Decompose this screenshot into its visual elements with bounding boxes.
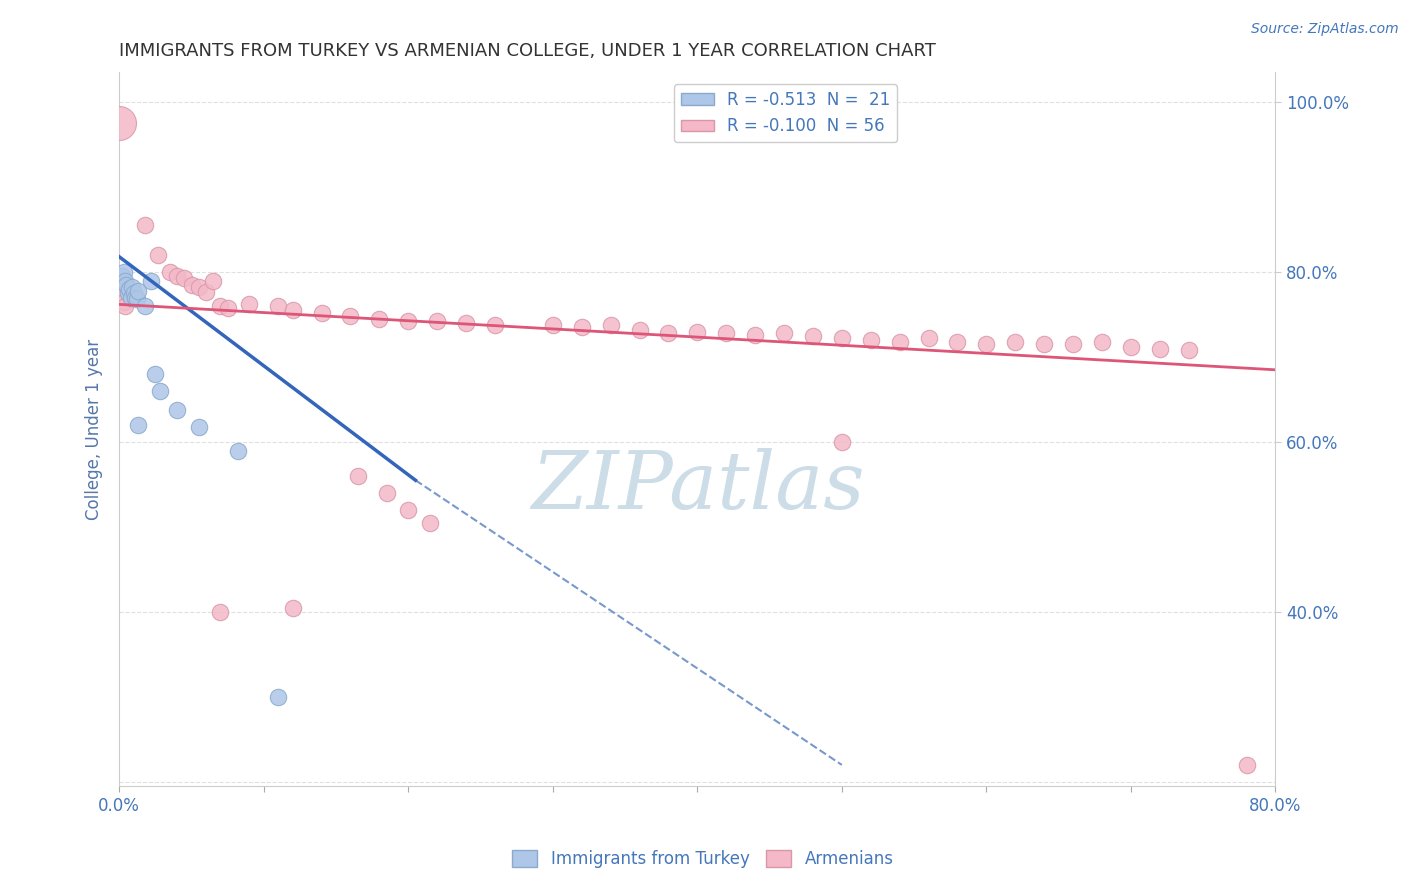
Point <box>117 286 139 301</box>
Point <box>396 503 419 517</box>
Point <box>114 274 136 288</box>
Point <box>217 301 239 315</box>
Point <box>209 605 232 619</box>
Point <box>281 600 304 615</box>
Point <box>180 277 202 292</box>
Point <box>541 318 564 332</box>
Point <box>1091 334 1114 349</box>
Point <box>571 320 593 334</box>
Text: Source: ZipAtlas.com: Source: ZipAtlas.com <box>1251 22 1399 37</box>
Point <box>456 316 478 330</box>
Point <box>599 318 621 332</box>
Point <box>744 328 766 343</box>
Point <box>917 331 939 345</box>
Point <box>281 303 304 318</box>
Point <box>368 311 391 326</box>
Point <box>139 274 162 288</box>
Point <box>267 299 290 313</box>
Point <box>134 219 156 233</box>
Point <box>159 265 181 279</box>
Point <box>134 299 156 313</box>
Point <box>831 435 853 450</box>
Point <box>946 334 969 349</box>
Point <box>976 337 998 351</box>
Point <box>311 306 333 320</box>
Point <box>149 384 172 398</box>
Point <box>1033 337 1056 351</box>
Point <box>657 326 679 341</box>
Point <box>111 269 134 284</box>
Point <box>419 516 441 530</box>
Point <box>1177 343 1199 358</box>
Point <box>267 690 290 704</box>
Point <box>1004 334 1026 349</box>
Point <box>426 314 449 328</box>
Point <box>187 280 209 294</box>
Point <box>209 299 232 313</box>
Text: ZIPatlas: ZIPatlas <box>530 448 865 525</box>
Point <box>202 274 225 288</box>
Point <box>375 486 398 500</box>
Text: IMMIGRANTS FROM TURKEY VS ARMENIAN COLLEGE, UNDER 1 YEAR CORRELATION CHART: IMMIGRANTS FROM TURKEY VS ARMENIAN COLLE… <box>120 42 936 60</box>
Legend: Immigrants from Turkey, Armenians: Immigrants from Turkey, Armenians <box>506 843 900 875</box>
Point <box>112 294 135 309</box>
Point <box>111 286 134 301</box>
Point <box>125 293 148 307</box>
Legend: R = -0.513  N =  21, R = -0.100  N = 56: R = -0.513 N = 21, R = -0.100 N = 56 <box>673 85 897 142</box>
Point <box>173 271 195 285</box>
Point <box>716 326 738 341</box>
Point <box>1236 758 1258 772</box>
Point <box>628 323 651 337</box>
Point <box>187 419 209 434</box>
Point <box>1149 342 1171 356</box>
Point <box>148 248 170 262</box>
Point <box>859 333 882 347</box>
Point <box>127 284 149 298</box>
Point <box>686 325 709 339</box>
Point <box>346 469 368 483</box>
Point <box>396 314 419 328</box>
Point <box>166 269 188 284</box>
Point <box>145 367 167 381</box>
Point <box>226 443 249 458</box>
Point <box>124 291 146 305</box>
Point <box>118 282 141 296</box>
Point <box>127 417 149 432</box>
Point <box>166 402 188 417</box>
Point <box>122 286 145 301</box>
Point <box>1062 337 1084 351</box>
Point <box>238 297 260 311</box>
Point <box>1119 340 1142 354</box>
Y-axis label: College, Under 1 year: College, Under 1 year <box>86 339 103 520</box>
Point <box>112 265 135 279</box>
Point <box>801 328 824 343</box>
Point <box>831 331 853 345</box>
Point <box>484 318 506 332</box>
Point <box>889 334 911 349</box>
Point <box>121 280 143 294</box>
Point <box>120 291 142 305</box>
Point <box>115 277 138 292</box>
Point <box>108 116 131 130</box>
Point <box>114 299 136 313</box>
Point <box>339 310 361 324</box>
Point <box>773 326 796 341</box>
Point <box>195 285 218 299</box>
